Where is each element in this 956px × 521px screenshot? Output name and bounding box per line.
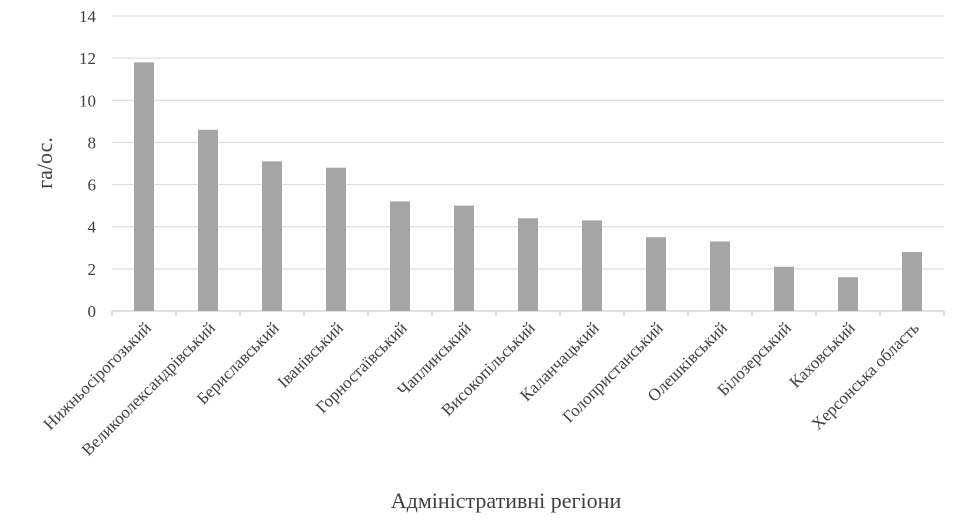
bar bbox=[518, 218, 538, 311]
y-tick-label: 2 bbox=[88, 260, 97, 279]
bar bbox=[454, 205, 474, 311]
y-tick-label: 8 bbox=[88, 133, 97, 152]
x-category-label: Нижньосірогозький bbox=[39, 318, 154, 433]
bar bbox=[646, 237, 666, 311]
y-tick-label: 6 bbox=[88, 176, 97, 195]
x-axis-title: Адміністративні регіони bbox=[391, 488, 622, 513]
bar bbox=[262, 161, 282, 311]
y-tick-label: 12 bbox=[79, 49, 96, 68]
y-tick-label: 10 bbox=[79, 91, 96, 110]
bar bbox=[582, 220, 602, 311]
bar bbox=[838, 277, 858, 311]
x-axis-category-labels: НижньосірогозькийВеликоолександрівськийБ… bbox=[39, 318, 923, 459]
bars bbox=[134, 62, 922, 311]
bar bbox=[710, 241, 730, 311]
y-tick-label: 14 bbox=[79, 7, 97, 26]
y-axis-title: га/ос. bbox=[32, 137, 57, 189]
y-axis-tick-labels: 0 2 4 6 8 10 12 14 bbox=[79, 7, 97, 321]
bar bbox=[198, 129, 218, 311]
bar bbox=[326, 167, 346, 311]
y-tick-label: 4 bbox=[88, 218, 97, 237]
bar bbox=[134, 62, 154, 311]
bar bbox=[774, 266, 794, 311]
y-tick-label: 0 bbox=[88, 302, 97, 321]
bar bbox=[902, 252, 922, 311]
x-category-label: Херсонська область bbox=[808, 318, 923, 433]
bar bbox=[390, 201, 410, 311]
